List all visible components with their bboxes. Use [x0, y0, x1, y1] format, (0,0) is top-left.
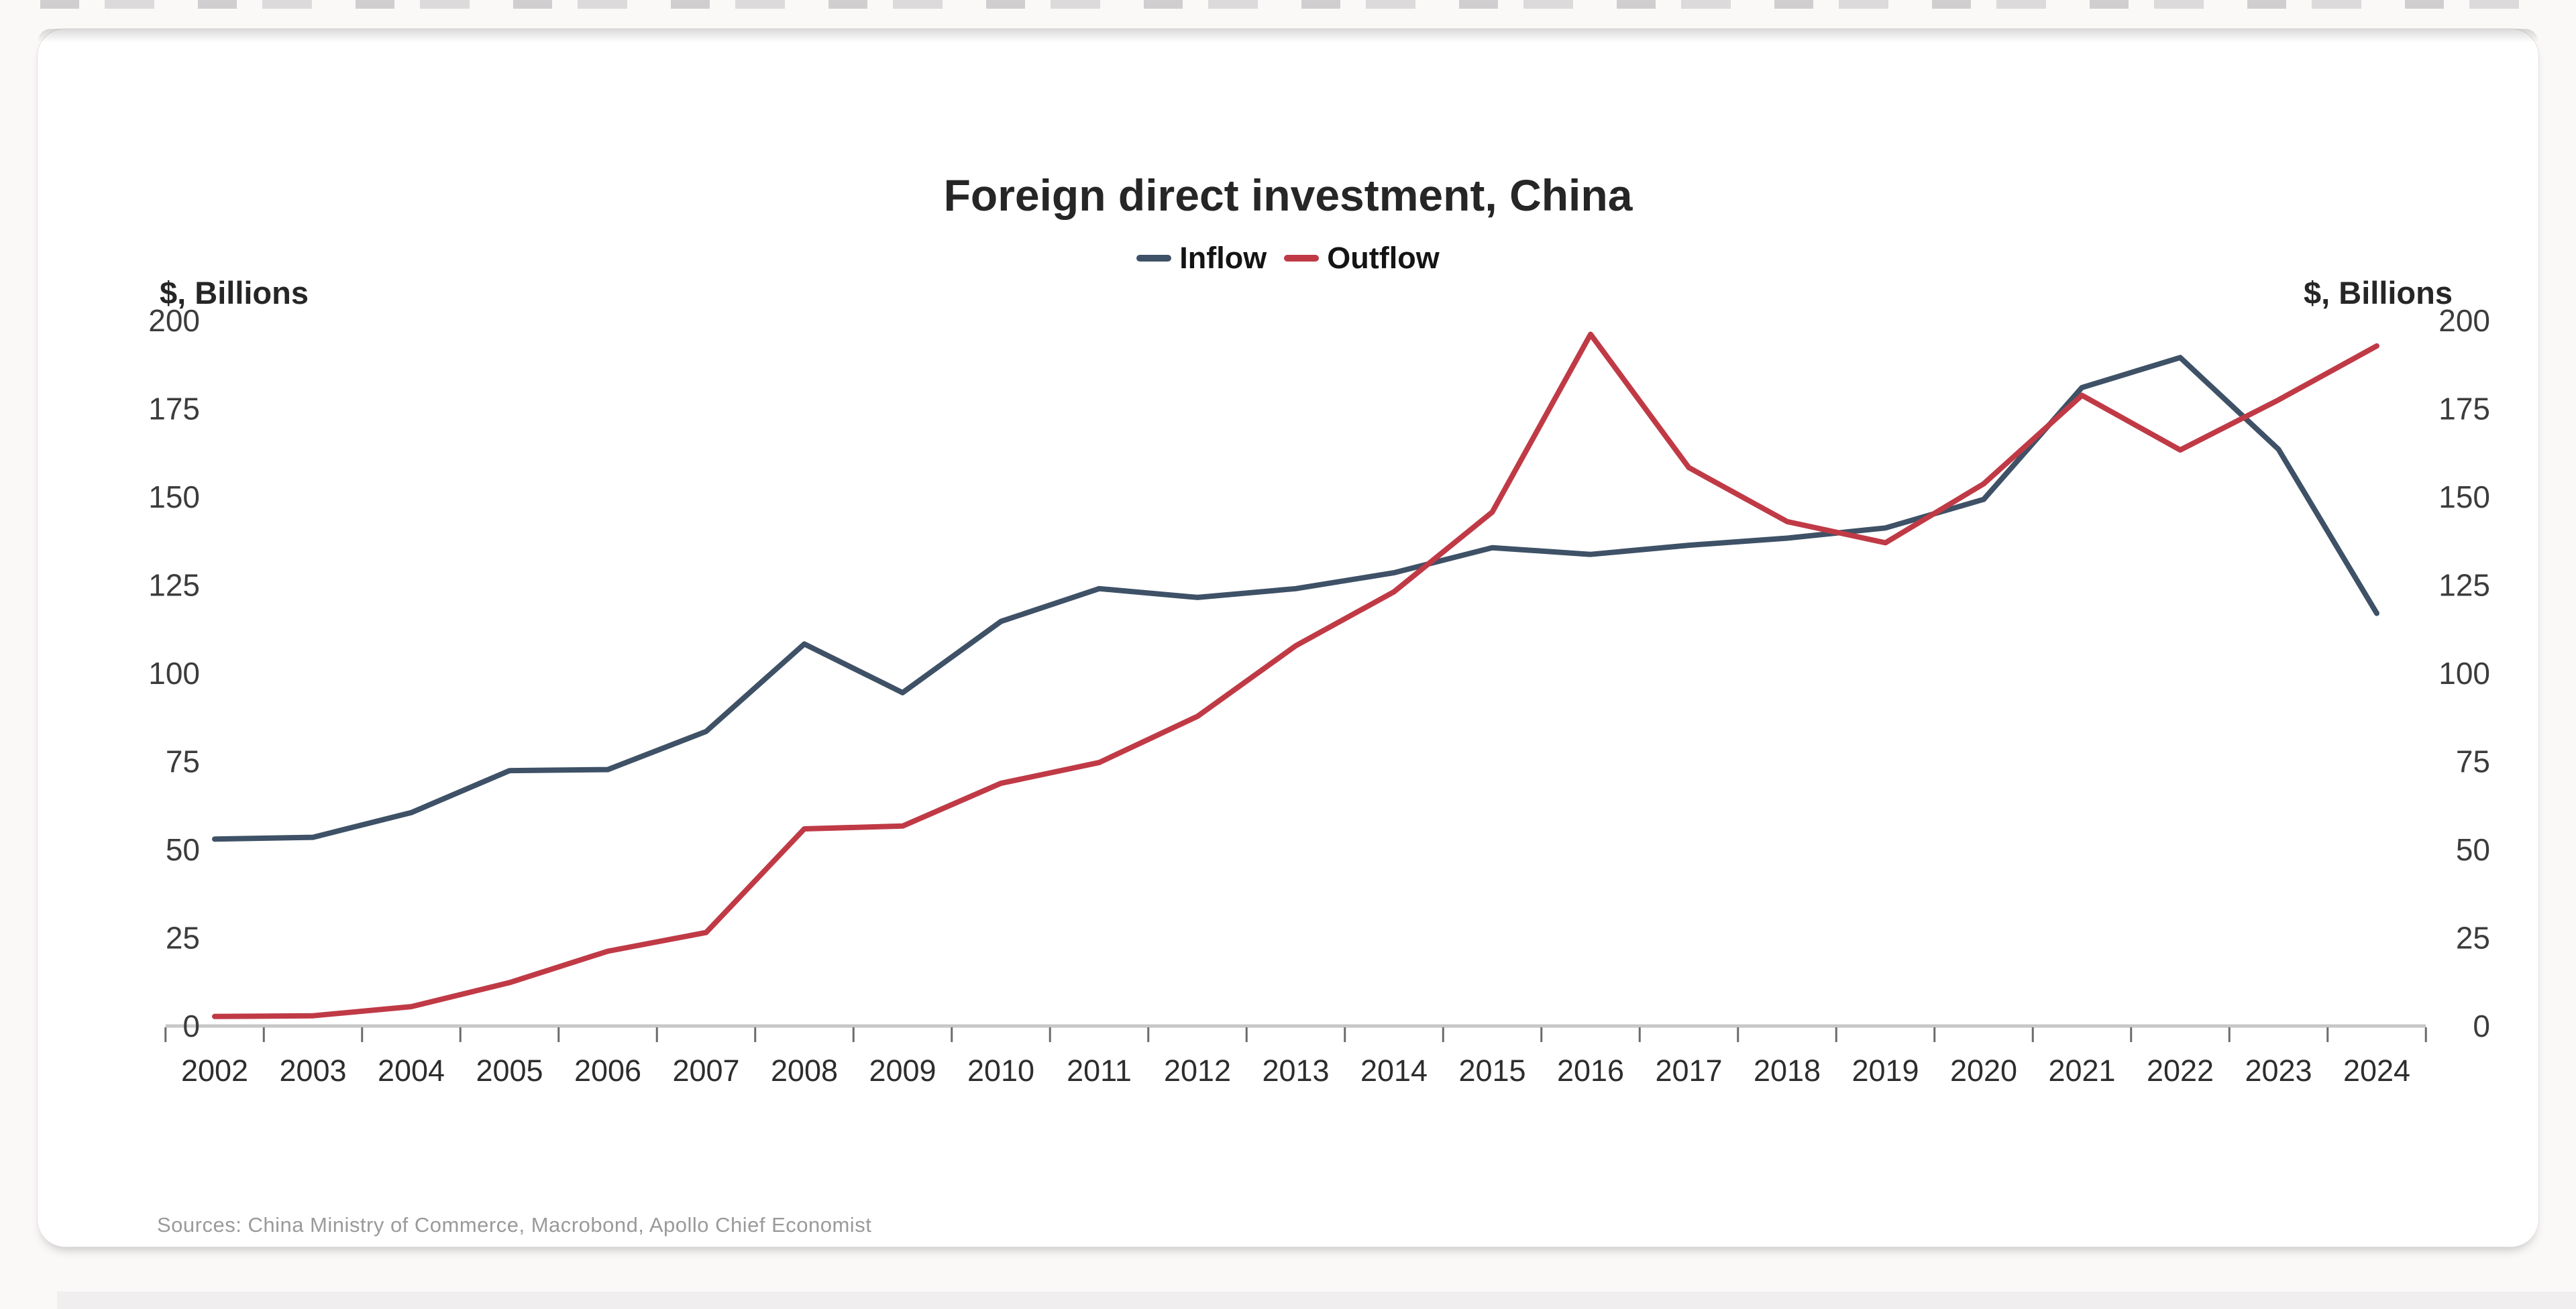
chart-title: Foreign direct investment, China	[943, 170, 1633, 220]
outflow-line	[212, 331, 2379, 1019]
x-tick-label: 2006	[574, 1054, 641, 1088]
x-tick-label: 2004	[378, 1054, 445, 1088]
x-tick-label: 2013	[1262, 1054, 1329, 1088]
x-tick-label: 2020	[1950, 1054, 2017, 1088]
x-tick-label: 2003	[279, 1054, 346, 1088]
legend-item-inflow: Inflow	[1136, 241, 1267, 276]
x-tick-label: 2008	[771, 1054, 838, 1088]
y-tick-label-right: 50	[2456, 832, 2490, 867]
outflow-line-swatch	[1284, 255, 1320, 262]
x-tick-label: 2017	[1655, 1054, 1722, 1088]
legend-item-outflow: Outflow	[1284, 241, 1440, 276]
y-tick-label-left: 200	[148, 303, 200, 338]
x-tick-label: 2016	[1557, 1054, 1624, 1088]
y-tick-label-right: 125	[2438, 568, 2490, 603]
legend-label-inflow: Inflow	[1179, 241, 1267, 275]
inflow-line	[212, 355, 2379, 842]
source-note: Sources: China Ministry of Commerce, Mac…	[157, 1213, 872, 1237]
x-tick-label: 2018	[1754, 1054, 1821, 1088]
cropped-content-below	[57, 1292, 2576, 1309]
chart-card: Foreign direct investment, China Inflow …	[37, 28, 2539, 1247]
left-axis-unit-label: $, Billions	[160, 275, 309, 310]
y-tick-label-left: 50	[166, 832, 200, 867]
x-tick-label: 2002	[181, 1054, 248, 1088]
x-tick-label: 2010	[967, 1054, 1034, 1088]
x-tick-label: 2021	[2048, 1054, 2115, 1088]
x-tick-label: 2023	[2245, 1054, 2312, 1088]
right-axis-unit-label: $, Billions	[2304, 275, 2453, 310]
y-tick-label-left: 150	[148, 479, 200, 514]
chart-legend: Inflow Outflow	[38, 241, 2538, 276]
x-tick-label: 2015	[1458, 1054, 1525, 1088]
y-tick-label-right: 175	[2438, 392, 2490, 426]
x-tick-label: 2007	[672, 1054, 739, 1088]
y-tick-label-left: 75	[166, 744, 200, 779]
x-tick-label: 2012	[1164, 1054, 1231, 1088]
x-tick-label: 2024	[2343, 1054, 2410, 1088]
y-tick-label-right: 25	[2456, 921, 2490, 956]
x-tick-label: 2009	[869, 1054, 936, 1088]
cropped-content-above	[40, 0, 2536, 9]
y-tick-label-right: 100	[2438, 656, 2490, 691]
y-tick-label-right: 0	[2473, 1009, 2490, 1043]
y-tick-label-left: 0	[182, 1009, 200, 1043]
inflow-line-swatch	[1136, 255, 1172, 262]
y-tick-label-right: 75	[2456, 744, 2490, 779]
x-tick-label: 2011	[1067, 1054, 1132, 1088]
y-tick-label-left: 175	[148, 392, 200, 426]
legend-label-outflow: Outflow	[1327, 241, 1440, 275]
x-tick-label: 2019	[1851, 1054, 1919, 1088]
y-tick-label-left: 125	[148, 568, 200, 603]
y-tick-label-left: 25	[166, 921, 200, 956]
y-tick-label-left: 100	[148, 656, 200, 691]
y-tick-label-right: 150	[2438, 479, 2490, 514]
y-tick-label-right: 200	[2438, 303, 2490, 338]
x-tick-label: 2022	[2147, 1054, 2214, 1088]
x-tick-label: 2005	[476, 1054, 543, 1088]
x-tick-label: 2014	[1360, 1054, 1428, 1088]
